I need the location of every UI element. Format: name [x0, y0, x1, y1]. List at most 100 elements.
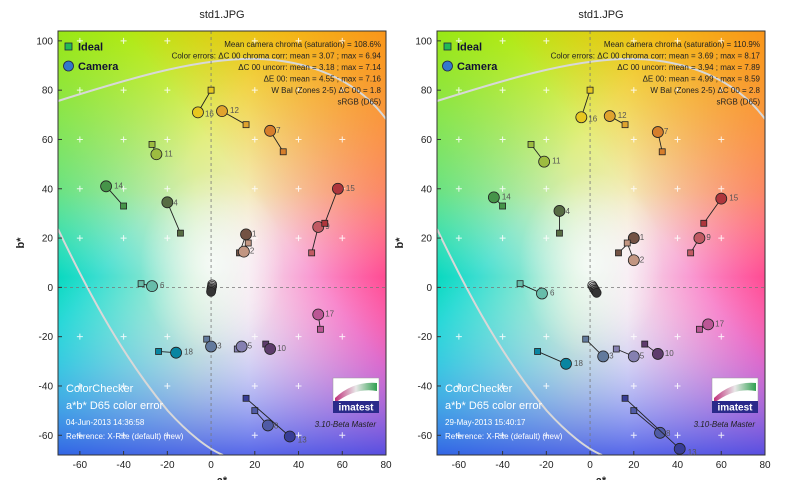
patch-camera-marker — [715, 192, 728, 205]
grid-cross — [455, 136, 462, 143]
patch-number-label: 18 — [184, 348, 193, 357]
stats-annotation-line: ΔE 00: mean = 4.99 ; max = 8.59 — [643, 75, 761, 84]
legend-ideal-marker — [443, 42, 452, 51]
version-text: 3.10-Beta Master — [315, 420, 377, 429]
patch-number-label: 8 — [666, 429, 671, 438]
grid-cross — [718, 235, 725, 242]
grid-cross — [339, 235, 346, 242]
plot-frame — [57, 30, 387, 456]
grid-cross — [499, 37, 506, 44]
legend-ideal-label: Ideal — [78, 42, 103, 54]
patch-ideal-marker — [586, 86, 594, 94]
patch-camera-marker — [161, 196, 174, 209]
y-tick-label: 20 — [42, 234, 54, 245]
grid-cross — [164, 136, 171, 143]
patch-number-label: 4 — [565, 207, 570, 216]
stats-annotation-line: Color errors: ΔC 00 chroma corr: mean = … — [551, 52, 761, 61]
patch-number-label: 9 — [706, 233, 711, 242]
x-tick-label: -20 — [160, 460, 175, 471]
y-tick-label: 60 — [421, 135, 433, 146]
x-axis-label: a* — [596, 475, 607, 480]
grid-cross — [339, 37, 346, 44]
patch-number-label: 13 — [298, 436, 307, 445]
patch-ideal-marker — [321, 219, 329, 227]
grid-cross — [120, 382, 127, 389]
grid-cross — [543, 136, 550, 143]
grid-cross — [543, 432, 550, 439]
patch-9: 9 — [687, 232, 711, 257]
patch-number-label: 18 — [574, 359, 583, 368]
patch-ideal-marker — [203, 335, 211, 343]
patch-camera-marker — [100, 180, 113, 193]
gamut-line-top — [436, 57, 766, 120]
patch-camera-marker — [651, 348, 664, 360]
stats-annotation-line: ΔC 00 uncorr: mean = 3.18 ; max = 7.14 — [238, 63, 381, 72]
grid-cross — [499, 432, 506, 439]
y-axis-label: b* — [15, 237, 27, 249]
grid-cross — [295, 333, 302, 340]
grid-cross — [674, 37, 681, 44]
grid-cross — [674, 382, 681, 389]
patch-camera-marker — [205, 340, 217, 353]
patch-camera-marker — [235, 340, 248, 353]
grid-cross — [543, 87, 550, 94]
y-tick-label: 80 — [421, 86, 433, 97]
grid-cross — [543, 37, 550, 44]
x-tick-label: -60 — [452, 460, 467, 471]
patch-ideal-marker — [155, 348, 162, 355]
patch-camera-marker — [312, 221, 325, 233]
grid-cross — [499, 185, 506, 192]
grid-cross — [251, 185, 258, 192]
grid-cross — [120, 432, 127, 439]
plot-frame — [436, 30, 766, 456]
grid-cross — [76, 185, 83, 192]
x-tick-label: -40 — [495, 460, 510, 471]
patch-10: 10 — [641, 340, 674, 360]
stats-annotation-line: W Bal (Zones 2-5) ΔC 00 = 1.8 — [271, 86, 381, 95]
grid-cross — [718, 87, 725, 94]
grid-cross — [455, 432, 462, 439]
grid-cross — [76, 333, 83, 340]
grid-cross — [499, 87, 506, 94]
patch-camera-marker — [560, 357, 572, 370]
patch-4: 4 — [161, 196, 184, 237]
gamut-line-bottom — [436, 228, 603, 456]
y-tick-label: 0 — [47, 283, 53, 294]
patch-camera-marker — [150, 148, 163, 161]
grid-cross — [339, 333, 346, 340]
patch-2: 2 — [237, 239, 255, 258]
grid-cross — [295, 185, 302, 192]
patch-camera-marker — [536, 287, 548, 300]
patch-number-label: 11 — [164, 149, 173, 158]
x-axis-label: a* — [217, 475, 228, 480]
patch-ideal-marker — [242, 121, 250, 129]
x-tick-label: 60 — [716, 460, 728, 471]
patch-number-label: 16 — [588, 114, 597, 123]
chart-title: std1.JPG — [199, 9, 244, 21]
patch-ideal-marker — [527, 140, 535, 148]
legend-camera-marker — [442, 60, 453, 72]
patch-camera-marker — [627, 232, 640, 244]
patch-error-line — [245, 397, 291, 437]
patch-11: 11 — [148, 140, 173, 161]
patch-camera-marker — [487, 191, 500, 204]
patch-camera-marker — [146, 280, 158, 293]
patch-12: 12 — [216, 105, 250, 129]
patch-ideal-marker — [137, 280, 145, 288]
patch-3: 3 — [203, 335, 222, 353]
patch-17: 17 — [312, 308, 335, 333]
patch-ideal-marker — [612, 345, 620, 353]
patch-15: 15 — [321, 182, 355, 227]
patch-camera-marker — [627, 254, 640, 267]
gamut-line-top — [57, 57, 387, 120]
patch-camera-marker — [673, 442, 686, 455]
grid-cross — [164, 235, 171, 242]
stats-annotation-line: W Bal (Zones 2-5) ΔC 00 = 2.8 — [650, 86, 760, 95]
patch-8: 8 — [630, 407, 671, 439]
logo-text: imatest — [338, 403, 374, 414]
y-tick-label: 80 — [42, 86, 54, 97]
grid-cross — [630, 37, 637, 44]
patch-number-label: 14 — [502, 192, 511, 201]
patch-camera-marker — [283, 430, 296, 443]
